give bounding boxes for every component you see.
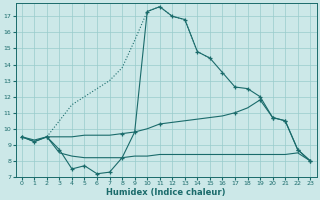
X-axis label: Humidex (Indice chaleur): Humidex (Indice chaleur) (106, 188, 226, 197)
